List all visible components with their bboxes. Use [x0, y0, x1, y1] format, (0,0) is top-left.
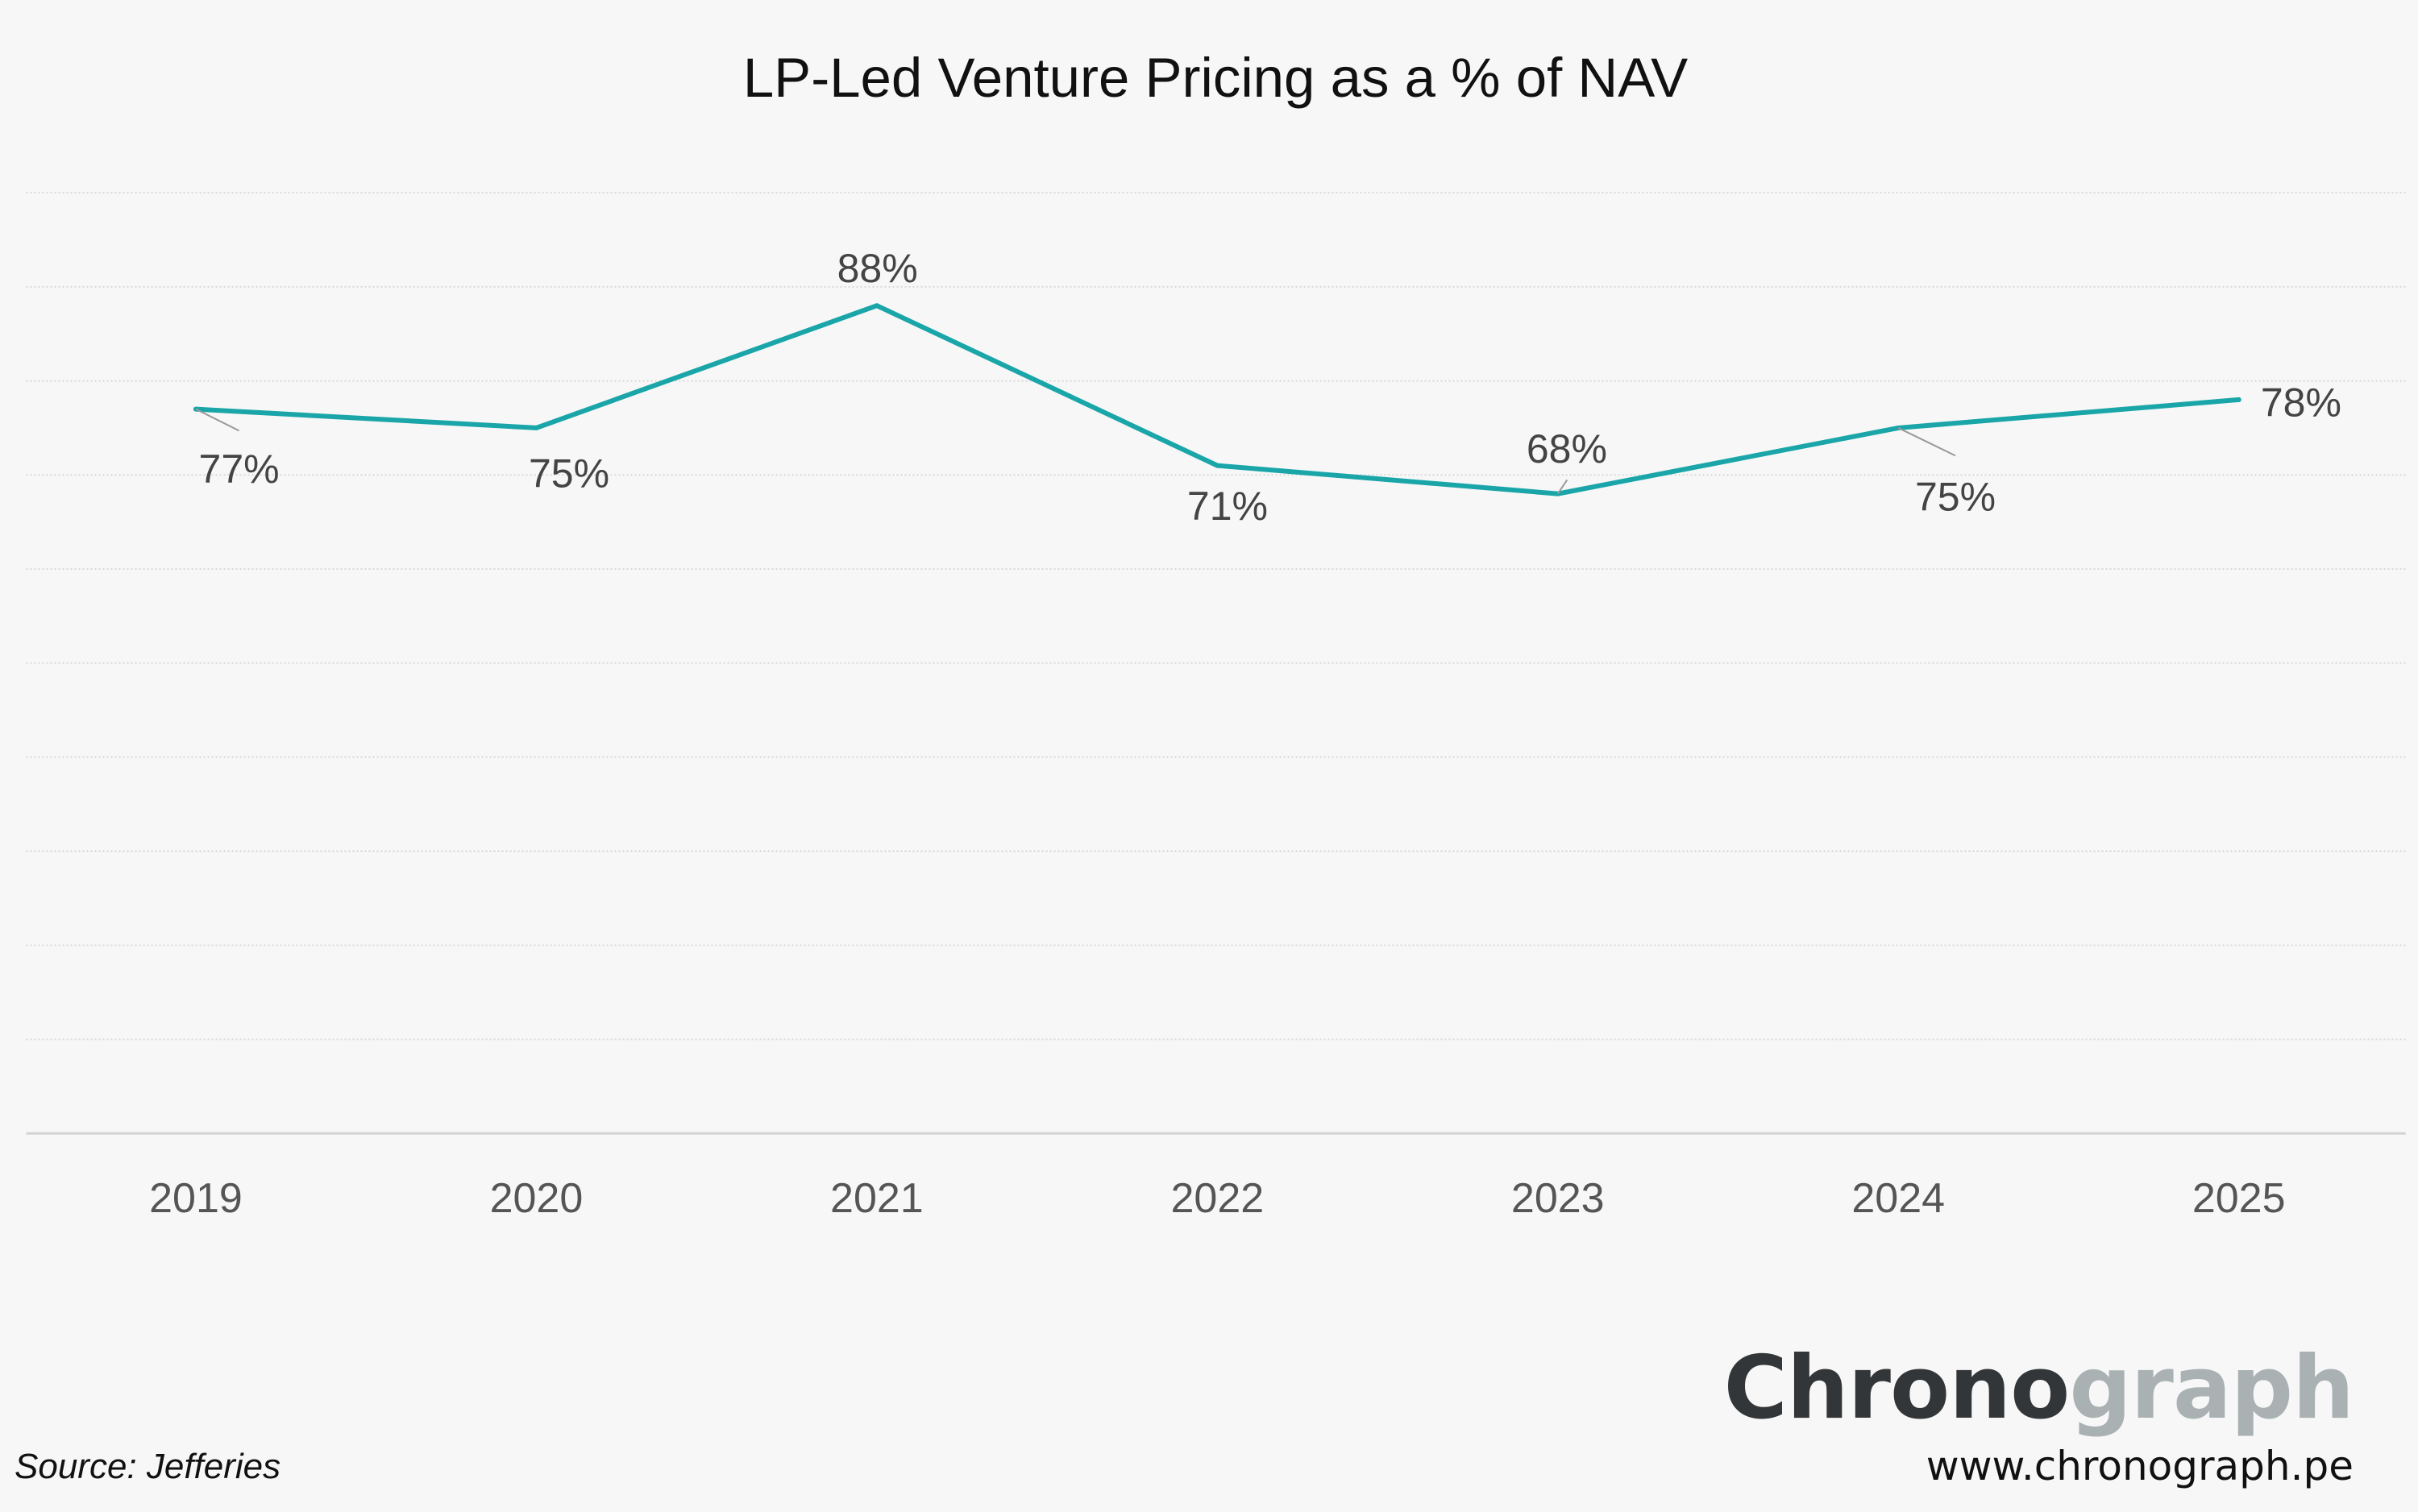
gridlines — [26, 192, 2406, 1135]
source-note: Source: Jefferies — [15, 1447, 281, 1486]
data-label: 78% — [2261, 380, 2341, 426]
x-tick-label: 2021 — [830, 1175, 924, 1222]
data-label: 71% — [1187, 484, 1268, 529]
data-label: 88% — [837, 246, 918, 291]
data-point — [1215, 463, 1220, 468]
series-line-group — [193, 303, 2241, 496]
data-point — [874, 303, 879, 309]
x-tick-label: 2025 — [2192, 1175, 2286, 1222]
logo-light-part: graph — [2069, 1338, 2354, 1439]
logo-dark-part: Chrono — [1723, 1338, 2071, 1439]
data-label: 75% — [529, 451, 609, 496]
x-tick-label: 2024 — [1851, 1175, 1945, 1222]
x-tick-label: 2022 — [1170, 1175, 1264, 1222]
label-leader-line — [1897, 427, 1956, 457]
label-leader-line — [195, 408, 240, 432]
data-label: 75% — [1915, 474, 1996, 519]
label-leader-line — [1556, 479, 1568, 495]
x-tick-label: 2019 — [149, 1175, 243, 1222]
chart-title: LP-Led Venture Pricing as a % of NAV — [743, 47, 1688, 109]
data-label: 68% — [1527, 426, 1607, 471]
data-point — [534, 425, 539, 430]
x-axis-ticks: 2019 2020 2021 2022 2023 2024 2025 — [149, 1175, 2285, 1222]
data-labels: 77% 75% 88% 71% 68% 75% 78% — [195, 246, 2341, 529]
x-tick-label: 2020 — [490, 1175, 584, 1222]
data-label: 77% — [199, 447, 280, 492]
x-tick-label: 2023 — [1511, 1175, 1605, 1222]
data-point — [2236, 397, 2241, 402]
chronograph-logo: Chronograph — [1724, 1338, 2354, 1439]
website-url[interactable]: www.chronograph.pe — [1926, 1443, 2354, 1489]
